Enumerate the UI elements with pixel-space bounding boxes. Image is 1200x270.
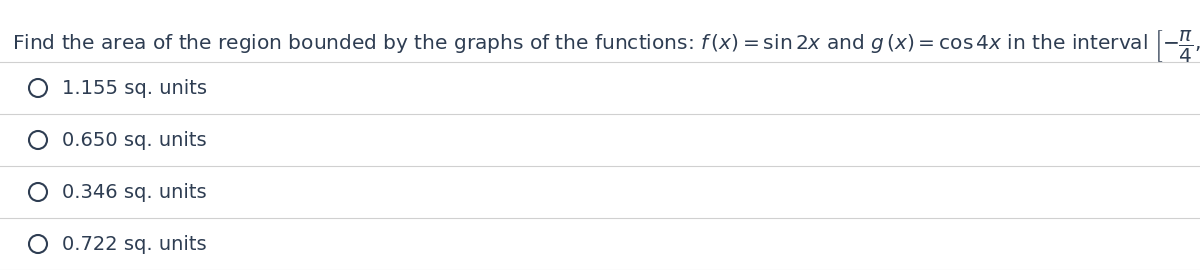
Text: 0.722 sq. units: 0.722 sq. units [62,235,206,254]
Text: 0.650 sq. units: 0.650 sq. units [62,130,206,150]
Text: Find the area of the region bounded by the graphs of the functions: $f\,(x) = \s: Find the area of the region bounded by t… [12,28,1200,64]
Text: 0.346 sq. units: 0.346 sq. units [62,183,206,201]
Text: 1.155 sq. units: 1.155 sq. units [62,79,208,97]
